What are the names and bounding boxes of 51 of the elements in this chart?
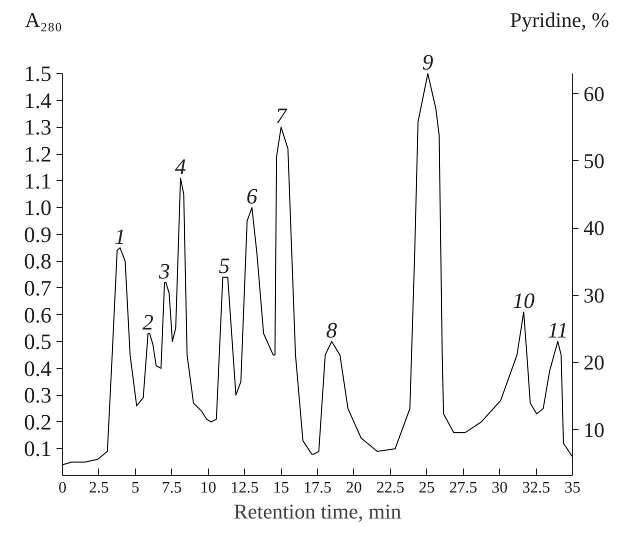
x-tick-label: 22.5 xyxy=(376,480,404,496)
x-tick-label: 0 xyxy=(58,480,66,496)
y-tick-label: 0.2 xyxy=(24,409,52,434)
y2-tick-label: 20 xyxy=(584,350,604,375)
annotation: 4 xyxy=(175,154,186,180)
y-tick-label: 0.4 xyxy=(24,356,52,381)
annotation: 10 xyxy=(512,288,535,314)
x-tick-label: 5 xyxy=(131,480,140,496)
annotation: 1 xyxy=(114,224,126,249)
x-tick-label: 35 xyxy=(564,480,580,496)
y-tick-label: 1.3 xyxy=(24,114,52,140)
x-tick-label: 32.5 xyxy=(522,480,550,496)
y-tick-label: 1.4 xyxy=(24,88,52,113)
y2-tick-label: 40 xyxy=(584,216,604,240)
annotation: 3 xyxy=(158,258,170,284)
x-tick-label: 15 xyxy=(273,480,290,496)
annotation: 8 xyxy=(326,318,338,343)
annotation: 7 xyxy=(276,103,288,128)
line-series xyxy=(62,73,572,466)
y-axis-title: A₂₈₀ xyxy=(25,7,62,34)
x-tick-label: 20 xyxy=(346,480,362,496)
x-tick-label: 27.5 xyxy=(449,480,478,496)
x-tick-label: 25 xyxy=(418,480,435,496)
y2-tick-label: 10 xyxy=(584,418,604,442)
x-tick-label: 12.5 xyxy=(230,480,259,496)
annotation: 2 xyxy=(142,310,154,335)
annotation: 5 xyxy=(218,253,230,278)
annotation: 9 xyxy=(422,50,434,75)
y-tick-label: 0.3 xyxy=(24,382,52,408)
x-tick-label: 10 xyxy=(200,480,216,496)
y2-tick-label: 30 xyxy=(584,283,604,308)
y-tick-label: 1.1 xyxy=(24,168,52,194)
y-tick-label: 0.5 xyxy=(24,329,52,354)
annotation: 6 xyxy=(246,184,258,209)
y2-tick-label: 60 xyxy=(584,82,604,106)
y-tick-label: 0.9 xyxy=(24,222,52,247)
x-tick-label: 30 xyxy=(492,480,508,496)
y-tick-label: 0.7 xyxy=(24,275,52,300)
y-tick-label: 0.1 xyxy=(24,436,52,462)
y2-axis-title: Pyridine, % xyxy=(510,7,610,34)
x-axis-title: Retention time, min xyxy=(234,500,402,524)
x-tick-label: 2.5 xyxy=(88,480,109,496)
x-tick-label: 17.5 xyxy=(304,480,332,496)
y-tick-label: 0.6 xyxy=(24,302,52,328)
y2-tick-label: 50 xyxy=(584,148,604,173)
y-tick-label: 1.5 xyxy=(24,61,52,86)
y-tick-label: 0.8 xyxy=(24,248,52,274)
y-tick-label: 1.0 xyxy=(24,195,52,220)
y-tick-label: 1.2 xyxy=(24,142,52,167)
annotation: 11 xyxy=(548,318,568,343)
x-tick-label: 7.5 xyxy=(162,480,182,496)
